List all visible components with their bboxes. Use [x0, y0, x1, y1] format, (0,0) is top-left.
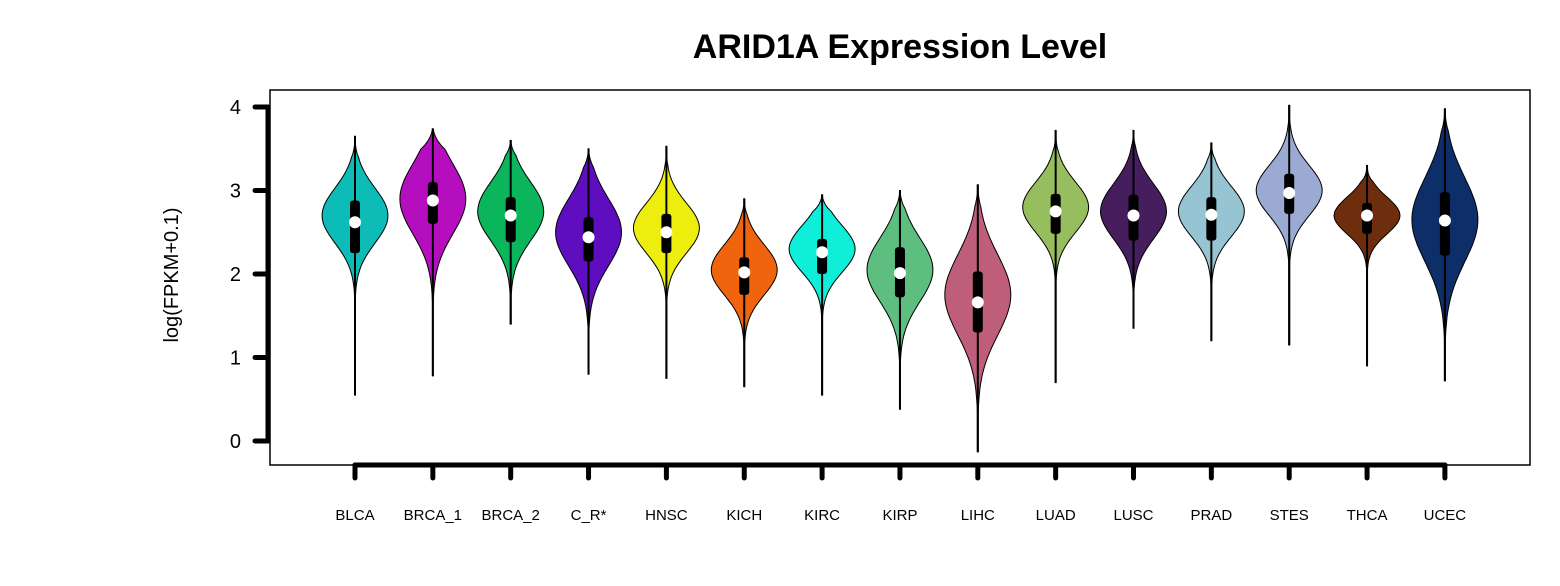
x-tick-label: LIHC: [961, 507, 995, 524]
median-dot-BRCA_2: [504, 209, 517, 222]
x-tick-label: C_R*: [571, 507, 607, 524]
x-tick-label: BRCA_2: [482, 507, 540, 524]
x-tick-label: STES: [1270, 507, 1309, 524]
y-tick-label: 0: [230, 431, 241, 453]
median-dot-KICH: [738, 266, 751, 279]
x-tick-label: UCEC: [1424, 507, 1467, 524]
median-dot-LUAD: [1049, 205, 1062, 218]
x-tick-label: HNSC: [645, 507, 688, 524]
y-tick-label: 4: [230, 97, 241, 119]
x-tick-label: KIRP: [882, 507, 917, 524]
median-dot-BRCA_1: [426, 194, 439, 207]
median-dot-KIRP: [893, 267, 906, 280]
median-dot-BLCA: [349, 216, 361, 229]
median-dot-LUSC: [1127, 209, 1140, 222]
x-axis: BLCA BRCA_1 BRCA_2 C_R* HNSC KICH KIRC KIRP LIHC…: [335, 462, 1467, 524]
x-tick-label: BLCA: [335, 507, 374, 524]
median-dot-UCEC: [1438, 214, 1451, 227]
median-dot-KIRC: [816, 246, 829, 259]
y-tick-label: 2: [230, 264, 241, 286]
median-dot-C_R*: [582, 231, 595, 244]
x-tick-label: KICH: [726, 507, 762, 524]
median-dot-PRAD: [1205, 208, 1218, 221]
y-tick-label: 1: [230, 348, 241, 370]
y-axis-label: log(FPKM+0.1): [161, 207, 183, 342]
chart-title: ARID1A Expression Level: [693, 28, 1107, 66]
x-tick-label: PRAD: [1191, 507, 1233, 524]
violins-layer: [321, 104, 1479, 453]
x-tick-label: BRCA_1: [404, 507, 462, 524]
median-dot-THCA: [1361, 209, 1374, 222]
y-tick-label: 3: [230, 181, 241, 203]
median-dot-HNSC: [660, 226, 673, 239]
median-dot-STES: [1283, 187, 1296, 200]
x-tick-label: THCA: [1347, 507, 1388, 524]
median-dot-LIHC: [971, 296, 984, 309]
y-axis: 0 1 2 3 4: [230, 97, 271, 453]
x-tick-label: LUAD: [1036, 507, 1076, 524]
x-tick-label: LUSC: [1113, 507, 1153, 524]
x-tick-label: KIRC: [804, 507, 840, 524]
